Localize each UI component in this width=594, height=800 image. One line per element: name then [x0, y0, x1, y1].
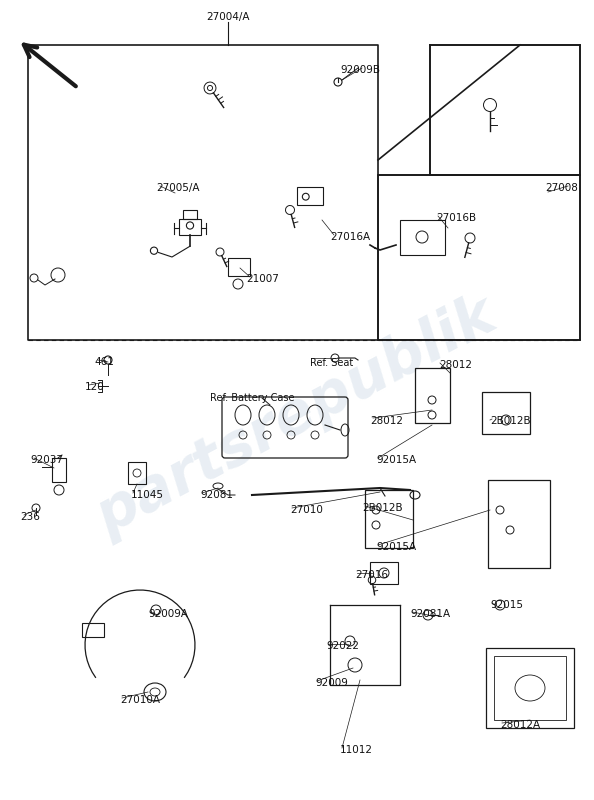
Text: 461: 461	[94, 357, 114, 367]
Text: 28012: 28012	[370, 416, 403, 426]
Text: Ref. Battery Case: Ref. Battery Case	[210, 393, 295, 403]
Bar	[179, 219, 201, 235]
Text: 27005/A: 27005/A	[156, 183, 200, 193]
Text: 27008: 27008	[545, 183, 578, 193]
Text: 92022: 92022	[326, 641, 359, 651]
Text: 27010: 27010	[290, 505, 323, 515]
Text: Ref. Seat: Ref. Seat	[310, 358, 353, 368]
Text: 92009B: 92009B	[340, 65, 380, 75]
Text: 92015A: 92015A	[376, 542, 416, 552]
Bar	[297, 186, 323, 206]
Text: 28012A: 28012A	[500, 720, 540, 730]
Text: 92037: 92037	[30, 455, 63, 465]
Text: 120: 120	[85, 382, 105, 392]
Bar	[494, 656, 566, 720]
Text: 27010A: 27010A	[120, 695, 160, 705]
Text: 21007: 21007	[246, 274, 279, 284]
Bar	[488, 480, 550, 568]
Bar	[415, 368, 450, 423]
Text: 92015A: 92015A	[376, 455, 416, 465]
Text: 2B012B: 2B012B	[362, 503, 403, 513]
Text: 27016: 27016	[355, 570, 388, 580]
Bar	[183, 210, 197, 219]
Text: 92015: 92015	[490, 600, 523, 610]
Text: 28012: 28012	[439, 360, 472, 370]
Text: 92081: 92081	[200, 490, 233, 500]
Bar	[228, 258, 250, 276]
Text: 27016A: 27016A	[330, 232, 370, 242]
Bar	[370, 562, 398, 584]
Text: 11012: 11012	[340, 745, 373, 755]
Text: 27016B: 27016B	[436, 213, 476, 223]
Bar	[400, 220, 445, 255]
Text: 92009: 92009	[315, 678, 348, 688]
Bar	[52, 458, 66, 482]
Bar	[82, 623, 104, 637]
Text: 11045: 11045	[131, 490, 164, 500]
Text: 92009A: 92009A	[148, 609, 188, 619]
Text: partsrepublik: partsrepublik	[87, 286, 507, 546]
Text: 92081A: 92081A	[410, 609, 450, 619]
Text: 2B012B: 2B012B	[490, 416, 530, 426]
Bar	[365, 490, 413, 548]
Bar	[482, 392, 530, 434]
Text: 27004/A: 27004/A	[206, 12, 249, 22]
Text: 236: 236	[20, 512, 40, 522]
Bar	[486, 648, 574, 728]
Bar	[128, 462, 146, 484]
